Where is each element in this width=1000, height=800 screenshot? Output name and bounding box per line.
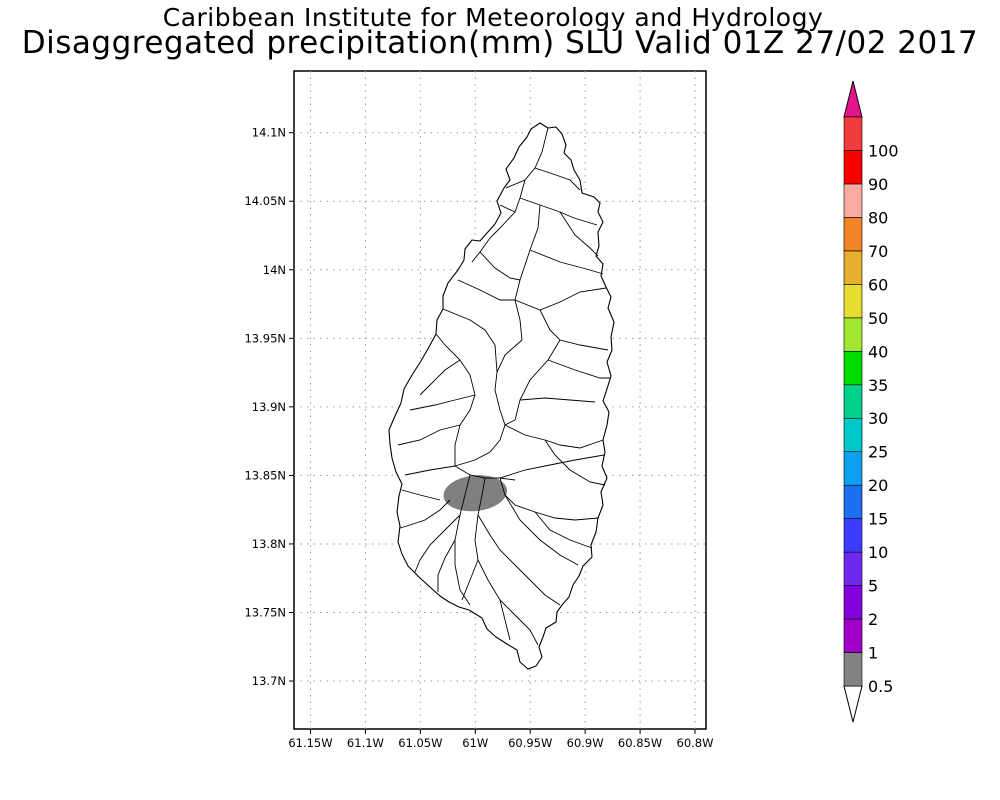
precip-shading	[443, 475, 508, 512]
colorbar-swatch	[843, 317, 863, 352]
map-frame	[293, 70, 707, 730]
colorbar-label: 90	[868, 175, 888, 194]
colorbar-swatch	[843, 417, 863, 453]
island-outline	[388, 122, 615, 670]
lat-tick-label: 13.85N	[244, 468, 286, 482]
colorbar-label: 5	[868, 577, 878, 596]
lon-tick-label: 61W	[462, 736, 488, 750]
lat-tick-label: 13.9N	[252, 400, 286, 414]
colorbar-swatch	[843, 284, 863, 319]
colorbar-max-arrow	[843, 80, 863, 118]
watershed-boundaries	[397, 127, 610, 646]
chart-title-institute: Caribbean Institute for Meteorology and …	[162, 3, 824, 32]
lat-tick-label: 13.7N	[252, 674, 286, 688]
lon-tick-label: 60.9W	[567, 736, 604, 750]
colorbar-swatch	[843, 183, 863, 218]
lat-tick-label: 14.1N	[252, 126, 286, 140]
colorbar-label: 60	[868, 275, 888, 294]
colorbar-label: 25	[868, 443, 888, 462]
precip-area	[443, 475, 508, 512]
colorbar-label: 35	[868, 376, 888, 395]
colorbar-label: 70	[868, 242, 888, 261]
colorbar-swatch	[843, 150, 863, 185]
colorbar-label: 40	[868, 342, 888, 361]
colorbar-label: 2	[868, 610, 878, 629]
colorbar-swatch	[843, 350, 863, 386]
colorbar-swatch	[843, 585, 863, 620]
colorbar-swatch	[843, 250, 863, 285]
colorbar-swatch	[843, 652, 863, 687]
colorbar-min-arrow	[843, 685, 863, 723]
lon-tick-label: 61.15W	[288, 736, 332, 750]
colorbar-swatch	[843, 518, 863, 553]
colorbar-label: 1	[868, 644, 878, 663]
lat-tick-label: 14.05N	[244, 194, 286, 208]
colorbar-label: 15	[868, 510, 888, 529]
colorbar-label: 20	[868, 476, 888, 495]
colorbar-swatch	[843, 484, 863, 519]
lat-tick-label: 13.75N	[244, 605, 286, 619]
lon-tick-label: 60.95W	[508, 736, 552, 750]
colorbar-swatch	[843, 384, 863, 419]
lon-tick-label: 61.1W	[347, 736, 384, 750]
colorbar-swatch	[843, 116, 863, 151]
map-axes: 61.15W 61.1W 61.05W 61W 60.95W 60.9W 60.85W 60.…	[244, 126, 713, 750]
colorbar-label: 0.5	[868, 677, 893, 696]
colorbar-swatch	[843, 451, 863, 486]
lat-tick-label: 13.8N	[252, 537, 286, 551]
lat-tick-label: 13.95N	[244, 331, 286, 345]
lat-tick-label: 14N	[263, 263, 286, 277]
colorbar-label: 50	[868, 309, 888, 328]
colorbar-swatch	[843, 551, 863, 586]
colorbar-label: 80	[868, 208, 888, 227]
colorbar-swatch	[843, 618, 863, 653]
colorbar-swatch	[843, 217, 863, 252]
chart-title-product: Disaggregated precipitation(mm) SLU Vali…	[21, 25, 979, 61]
lon-tick-label: 60.8W	[677, 736, 714, 750]
lon-tick-label: 61.05W	[398, 736, 442, 750]
colorbar-label: 10	[868, 543, 888, 562]
colorbar-label: 30	[868, 409, 888, 428]
colorbar-label: 100	[868, 141, 899, 160]
lon-tick-label: 60.85W	[618, 736, 662, 750]
